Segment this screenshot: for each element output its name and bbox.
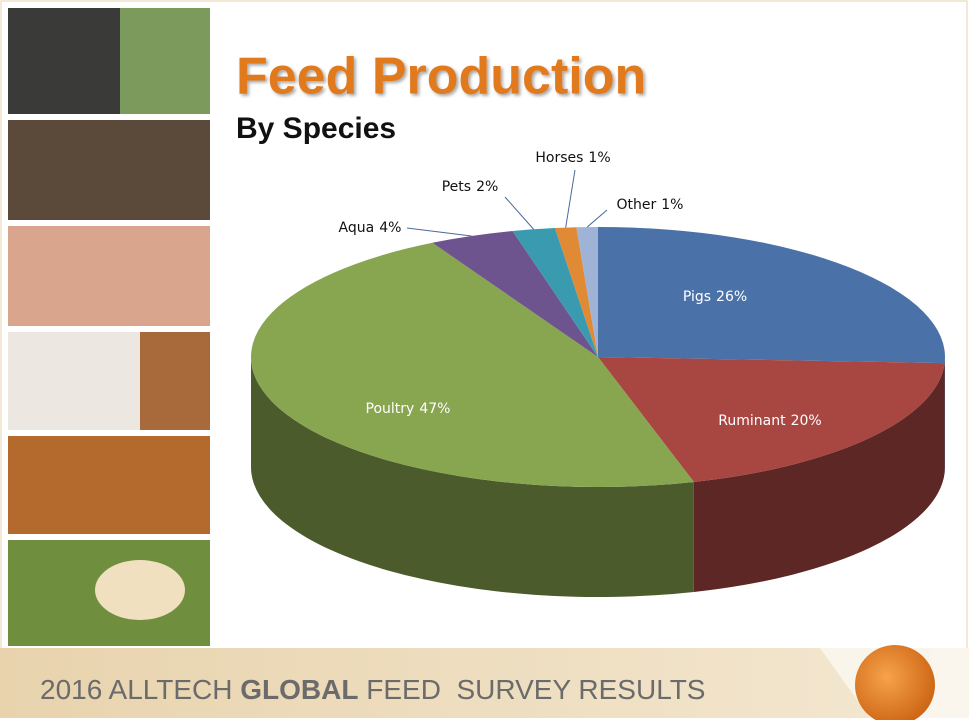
footer-suffix: FEED SURVEY RESULTS bbox=[358, 674, 705, 705]
chart-title: Feed Production bbox=[236, 48, 646, 106]
footer-prefix: 2016 ALLTECH bbox=[40, 674, 240, 705]
pie-tops bbox=[251, 227, 945, 487]
label-category: Poultry bbox=[366, 401, 415, 417]
data-label: Ruminant 20% bbox=[718, 413, 821, 429]
chart-subtitle: By Species bbox=[236, 112, 396, 145]
label-category: Pets bbox=[442, 179, 471, 195]
label-value: 20% bbox=[791, 413, 822, 429]
label-category: Other bbox=[617, 197, 657, 213]
label-category: Ruminant bbox=[718, 413, 786, 429]
label-category: Pigs bbox=[683, 289, 711, 305]
slide: Feed Production By Species Pigs 26% Rumina… bbox=[0, 0, 969, 720]
data-label: Pets 2% bbox=[442, 179, 499, 195]
photo bbox=[8, 226, 210, 326]
label-value: 47% bbox=[419, 401, 450, 417]
photo bbox=[8, 436, 210, 534]
photo bbox=[95, 560, 185, 620]
label-category: Horses bbox=[535, 150, 583, 166]
label-value: 1% bbox=[661, 197, 683, 213]
data-label: Horses 1% bbox=[535, 150, 610, 166]
photo bbox=[120, 8, 210, 114]
photo bbox=[140, 332, 210, 430]
footer-bold: GLOBAL bbox=[240, 674, 358, 705]
photo bbox=[8, 120, 210, 220]
label-value: 1% bbox=[588, 150, 610, 166]
label-category: Aqua bbox=[339, 220, 375, 236]
label-value: 2% bbox=[476, 179, 498, 195]
footer-text: 2016 ALLTECH GLOBAL FEED SURVEY RESULTS bbox=[40, 674, 705, 705]
label-value: 4% bbox=[379, 220, 401, 236]
label-value: 26% bbox=[716, 289, 747, 305]
